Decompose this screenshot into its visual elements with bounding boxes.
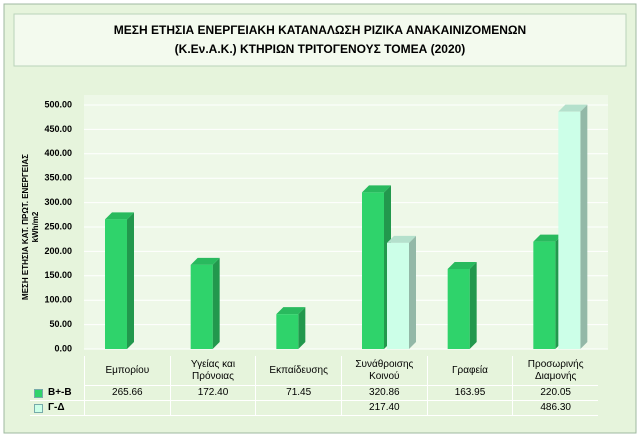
y-tick-label: 0.00 <box>54 343 72 353</box>
bar-side <box>409 235 416 349</box>
bar-side <box>580 104 588 349</box>
bar <box>105 219 127 349</box>
y-axis-label: ΜΕΣΗ ΕΤΗΣΙΑ ΚΑΤ. ΠΡΩΤ. ΕΝΕΡΓΕΙΑΣ <box>21 154 30 300</box>
bar-side <box>298 307 306 349</box>
y-tick-label: 500.00 <box>44 99 72 109</box>
legend-key <box>34 403 43 413</box>
data-table-value <box>426 401 513 416</box>
data-table-value: 217.40 <box>341 401 427 416</box>
x-tick-label: Εμπορίου <box>84 356 170 386</box>
data-table-value: 320.86 <box>341 386 427 401</box>
y-tick-label: 150.00 <box>44 270 72 280</box>
legend-key <box>34 388 43 398</box>
bar-side <box>212 257 220 349</box>
data-table-value: 172.40 <box>169 386 256 401</box>
data-table-value: 486.30 <box>512 401 598 416</box>
chart-title: ΜΕΣΗ ΕΤΗΣΙΑ ΕΝΕΡΓΕΙΑΚΗ ΚΑΤΑΝΑΛΩΣΗ ΡΙΖΙΚΑ… <box>114 23 526 37</box>
y-tick-label: 200.00 <box>44 246 72 256</box>
bar-top <box>447 261 477 269</box>
bar-top <box>276 307 306 315</box>
data-table-value: 163.95 <box>426 386 513 401</box>
data-table-value: 265.66 <box>84 386 170 401</box>
legend-label: Β+-Β <box>48 387 72 398</box>
chart-title: (Κ.Εν.Α.Κ.) ΚΤΗΡΙΩΝ ΤΡΙΤΟΓΕΝΟΥΣ ΤΟΜΕΑ (2… <box>175 42 466 56</box>
data-table-value: 220.05 <box>512 386 598 401</box>
bar-top <box>533 234 563 242</box>
bar <box>387 242 409 349</box>
bar-top <box>387 235 416 243</box>
bar-top <box>105 212 134 220</box>
legend-label: Γ-Δ <box>48 402 65 413</box>
y-tick-label: 350.00 <box>44 173 72 183</box>
bar <box>533 241 556 349</box>
y-tick-label: 100.00 <box>44 295 72 305</box>
data-table-value <box>169 401 256 416</box>
x-tick-label: Εκπαίδευσης <box>255 356 341 386</box>
y-axis-label: kWh/m2 <box>31 211 40 242</box>
x-tick-label: Συνάθροισης Κοινού <box>341 356 427 386</box>
x-tick-label: Υγείας και Πρόνοιας <box>169 356 256 386</box>
bar-top <box>190 257 220 265</box>
legend-row: Β+-Β <box>30 386 84 401</box>
y-tick-label: 50.00 <box>49 319 72 329</box>
bar <box>558 111 581 349</box>
plot-area <box>84 95 608 349</box>
bar-top <box>362 185 391 193</box>
y-tick-label: 250.00 <box>44 221 72 231</box>
y-tick-label: 450.00 <box>44 124 72 134</box>
data-table-value: 71.45 <box>255 386 341 401</box>
y-tick-label: 400.00 <box>44 148 72 158</box>
title-box <box>13 13 627 67</box>
bar <box>276 314 299 349</box>
data-table-value <box>84 401 170 416</box>
bar-top <box>558 104 588 112</box>
x-tick-label: Προσωρινής Διαμονής <box>512 356 598 386</box>
bar-side <box>127 212 134 349</box>
bar-side <box>469 261 477 349</box>
y-tick-label: 300.00 <box>44 197 72 207</box>
x-tick-label: Γραφεία <box>426 356 513 386</box>
legend-row: Γ-Δ <box>30 401 84 416</box>
bar <box>362 192 384 349</box>
data-table-value <box>255 401 341 416</box>
bar <box>447 268 470 349</box>
bar <box>190 264 213 349</box>
